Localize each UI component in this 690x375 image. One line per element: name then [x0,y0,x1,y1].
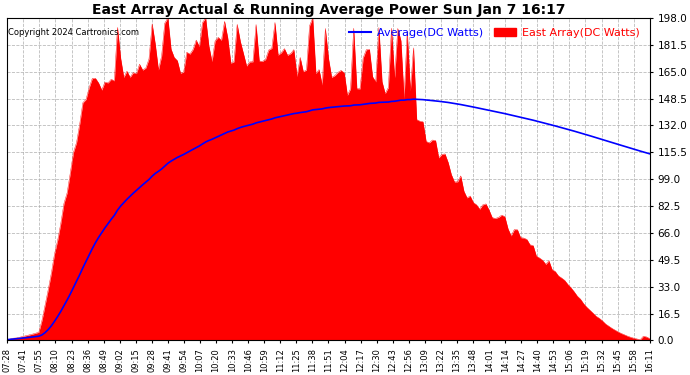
Text: Copyright 2024 Cartronics.com: Copyright 2024 Cartronics.com [8,28,139,37]
Legend: Average(DC Watts), East Array(DC Watts): Average(DC Watts), East Array(DC Watts) [345,24,644,42]
Title: East Array Actual & Running Average Power Sun Jan 7 16:17: East Array Actual & Running Average Powe… [92,3,565,17]
